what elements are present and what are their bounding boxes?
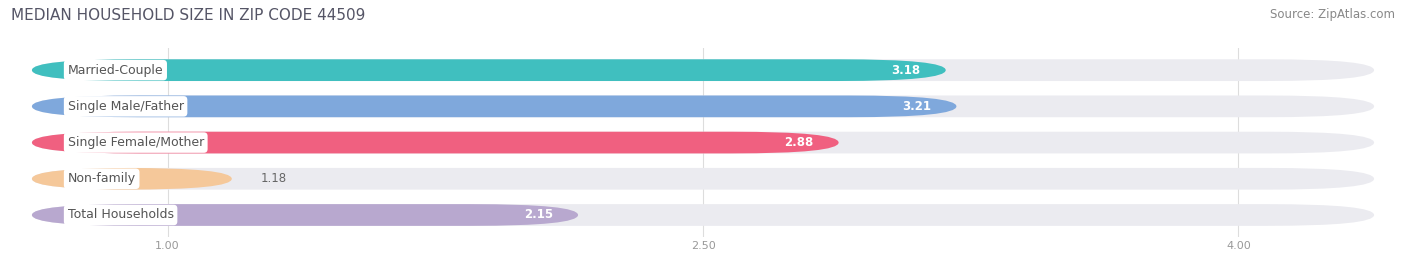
FancyBboxPatch shape — [32, 204, 1374, 226]
Text: Total Households: Total Households — [67, 208, 173, 221]
FancyBboxPatch shape — [32, 59, 946, 81]
Text: 3.21: 3.21 — [903, 100, 931, 113]
Text: 3.18: 3.18 — [891, 64, 921, 77]
FancyBboxPatch shape — [32, 132, 838, 153]
FancyBboxPatch shape — [32, 204, 578, 226]
Text: MEDIAN HOUSEHOLD SIZE IN ZIP CODE 44509: MEDIAN HOUSEHOLD SIZE IN ZIP CODE 44509 — [11, 8, 366, 23]
FancyBboxPatch shape — [32, 168, 1374, 190]
Text: Single Male/Father: Single Male/Father — [67, 100, 184, 113]
Text: Married-Couple: Married-Couple — [67, 64, 163, 77]
Text: Source: ZipAtlas.com: Source: ZipAtlas.com — [1270, 8, 1395, 21]
Text: Non-family: Non-family — [67, 172, 136, 185]
FancyBboxPatch shape — [32, 95, 956, 117]
Text: 1.18: 1.18 — [260, 172, 287, 185]
Text: 2.15: 2.15 — [524, 208, 553, 221]
FancyBboxPatch shape — [32, 132, 1374, 153]
FancyBboxPatch shape — [32, 95, 1374, 117]
Text: 2.88: 2.88 — [785, 136, 814, 149]
Text: Single Female/Mother: Single Female/Mother — [67, 136, 204, 149]
FancyBboxPatch shape — [32, 168, 232, 190]
FancyBboxPatch shape — [32, 59, 1374, 81]
